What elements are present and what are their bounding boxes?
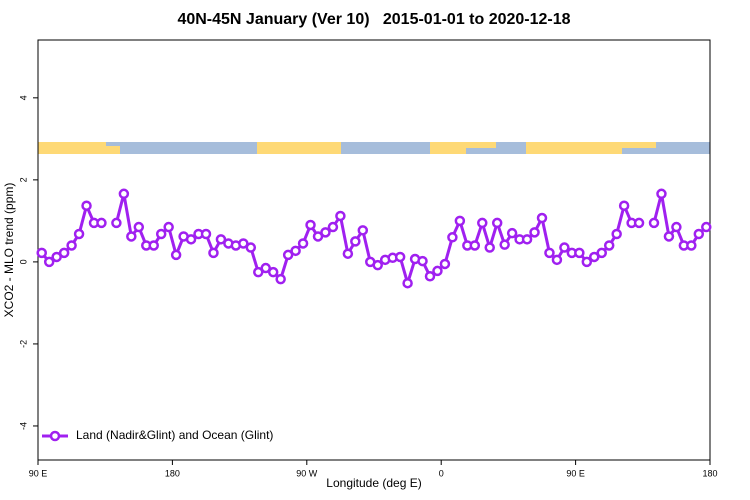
data-point [454, 215, 466, 227]
data-point [529, 227, 540, 238]
data-point [58, 247, 70, 259]
y-tick-label: 0 [18, 259, 28, 264]
data-point [477, 217, 488, 229]
data-point [327, 221, 339, 233]
x-tick-label: 90 W [296, 468, 318, 478]
data-point [372, 259, 383, 271]
data-point [96, 217, 107, 229]
data-point [469, 240, 481, 251]
land-strip [430, 142, 466, 154]
data-point [424, 271, 436, 282]
data-point [447, 232, 458, 243]
data-point [499, 239, 510, 250]
data-point [603, 240, 615, 251]
y-tick-label: -2 [18, 340, 28, 348]
surface-strip [38, 142, 710, 154]
data-point [559, 242, 570, 253]
data-point [701, 221, 712, 233]
land-strip [466, 142, 496, 148]
data-point [320, 227, 331, 238]
x-tick-label: 180 [165, 468, 180, 478]
data-point [633, 217, 645, 229]
data-point [439, 258, 451, 270]
x-tick-label: 180 [702, 468, 717, 478]
data-point [394, 251, 406, 263]
data-point [589, 251, 600, 263]
land-strip [526, 142, 622, 154]
data-point [335, 210, 346, 222]
data-point [148, 240, 159, 251]
data-point [663, 231, 675, 242]
data-point [126, 231, 137, 242]
data-point [544, 247, 555, 259]
data-point [290, 245, 301, 257]
data-point [245, 242, 257, 253]
data-point [73, 228, 85, 240]
data-point [693, 228, 705, 240]
data-point [200, 228, 212, 240]
data-point [342, 248, 354, 259]
legend-swatch [49, 430, 61, 442]
data-point [484, 242, 495, 253]
data-point [282, 249, 294, 261]
data-point [686, 240, 697, 251]
data-point [350, 236, 361, 247]
data-point [275, 273, 286, 285]
data-point [581, 256, 593, 268]
data-point [402, 277, 413, 289]
y-tick-label: 2 [18, 177, 28, 182]
data-point [111, 217, 122, 229]
y-tick-label: -4 [18, 422, 28, 430]
data-point [491, 217, 503, 229]
data-point [656, 188, 667, 200]
chart-title: 40N-45N January (Ver 10) 2015-01-01 to 2… [177, 11, 570, 28]
data-point [312, 231, 324, 242]
data-point [357, 225, 369, 236]
data-point [170, 249, 182, 261]
data-point [163, 221, 174, 233]
x-tick-label: 90 E [566, 468, 585, 478]
data-point [521, 234, 533, 245]
data-point [305, 219, 316, 231]
data-point [648, 217, 660, 229]
series-line [40, 193, 708, 289]
data-point [208, 247, 219, 259]
data-point [51, 251, 62, 263]
land-strip [622, 142, 656, 148]
data-point [66, 240, 77, 251]
data-point [81, 200, 92, 211]
data-point [155, 228, 167, 240]
data-point [417, 255, 428, 267]
land-strip [106, 146, 120, 154]
data-point [671, 221, 682, 233]
data-point [618, 200, 630, 211]
data-point [506, 227, 518, 239]
data-point [596, 247, 607, 259]
data-point [253, 266, 264, 278]
y-axis-label: XCO2 - MLO trend (ppm) [2, 183, 16, 318]
x-axis-label: Longitude (deg E) [326, 476, 421, 490]
y-tick-label: 4 [18, 95, 28, 100]
data-point [118, 188, 130, 200]
data-point [267, 266, 279, 278]
data-point [185, 234, 197, 245]
data-point [43, 256, 55, 268]
data-point [215, 234, 227, 245]
data-point [36, 247, 47, 259]
data-point [133, 221, 145, 233]
x-tick-label: 90 E [29, 468, 48, 478]
data-point [238, 238, 249, 249]
data-point [611, 228, 622, 240]
data-point [432, 265, 443, 277]
data-point [536, 212, 548, 224]
data-point [297, 238, 309, 249]
data-point [551, 254, 563, 266]
x-tick-label: 0 [439, 468, 444, 478]
land-strip [257, 142, 341, 154]
legend-label: Land (Nadir&Glint) and Ocean (Glint) [76, 428, 273, 442]
data-point [574, 247, 585, 259]
land-strip [38, 142, 106, 154]
data-point [260, 262, 271, 274]
